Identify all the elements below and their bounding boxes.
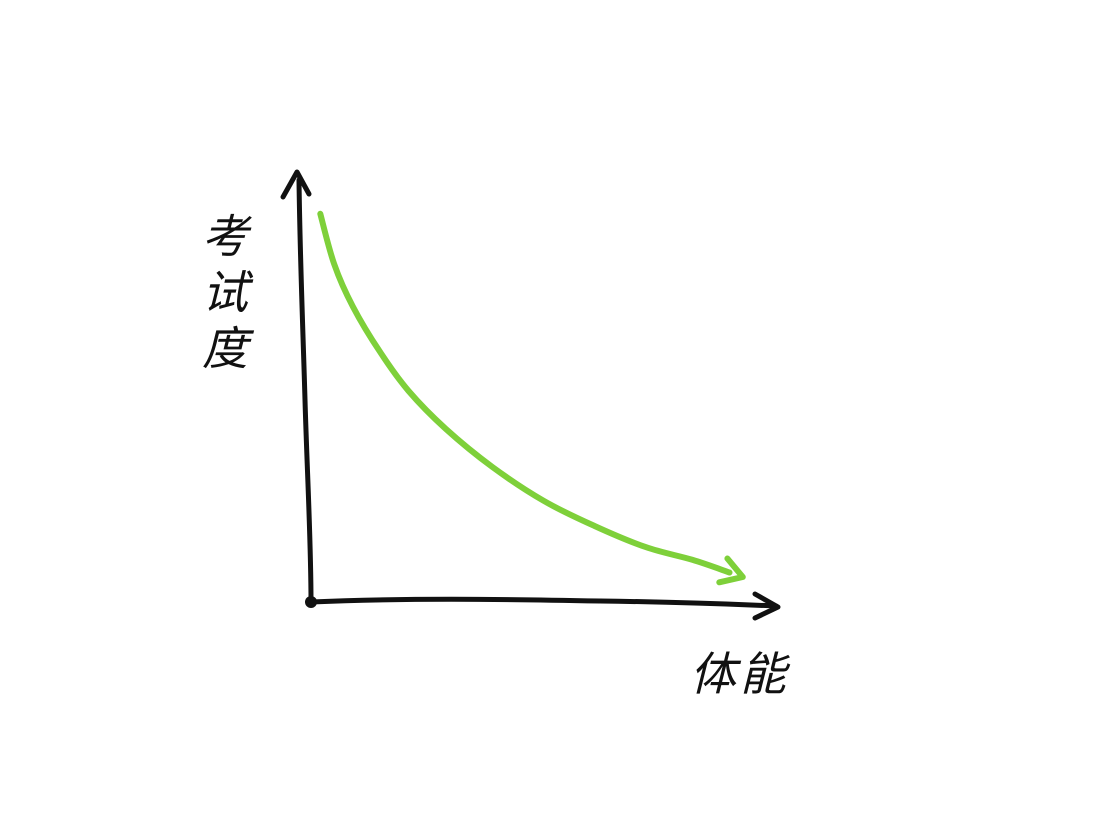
x-axis-line — [308, 596, 779, 609]
origin-dot — [305, 596, 317, 608]
x-axis-arrowhead — [752, 591, 781, 621]
y-axis-label: 考试度 — [195, 212, 249, 380]
series-layer — [317, 210, 746, 586]
series-0-arrowhead — [716, 555, 746, 586]
series-0-line — [317, 210, 733, 576]
y-axis-line — [296, 177, 314, 605]
x-axis-label: 体能 — [690, 647, 791, 701]
y-axis-arrowhead — [280, 169, 312, 200]
